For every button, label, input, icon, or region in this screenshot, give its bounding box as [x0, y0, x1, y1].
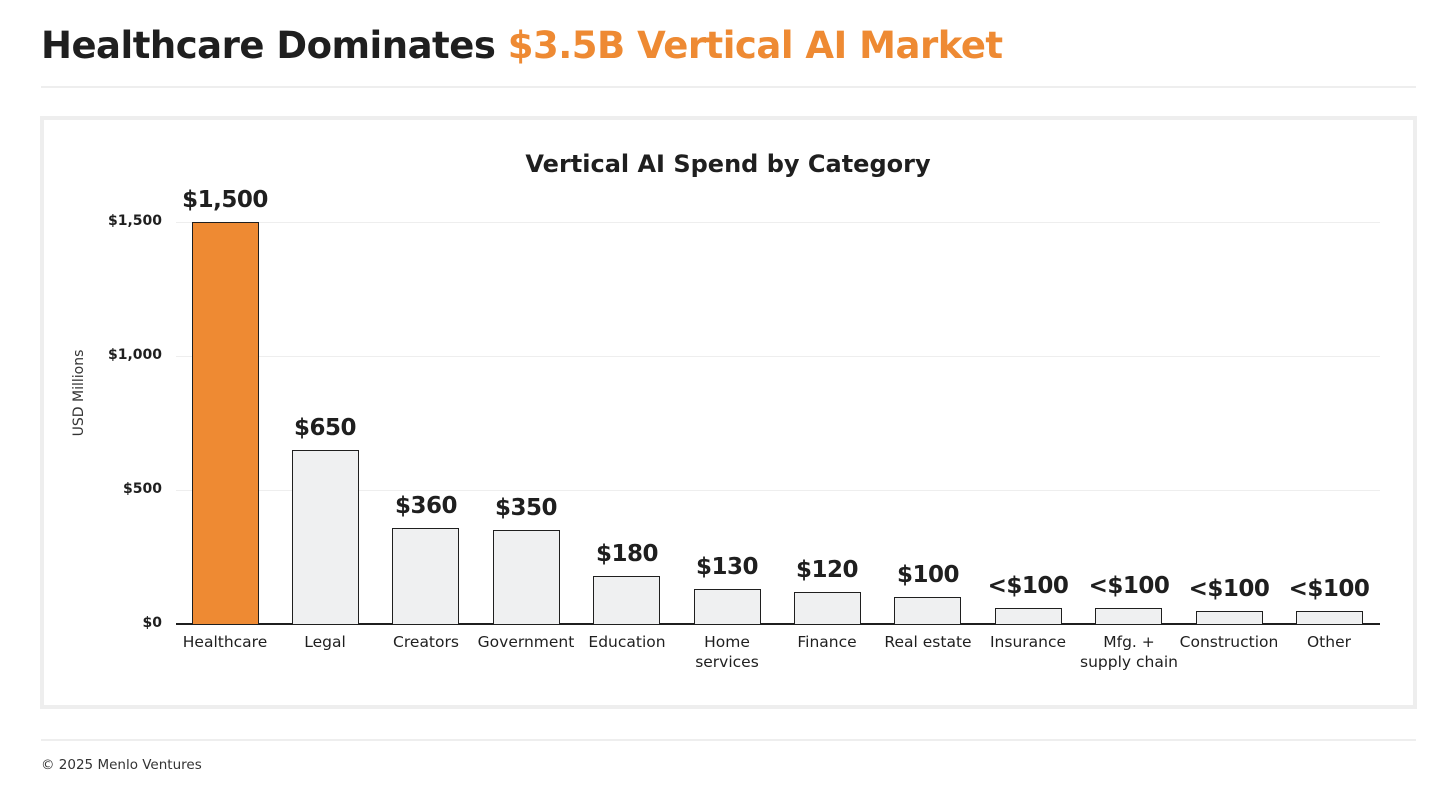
x-tick-label: Finance — [772, 632, 882, 652]
title-main: Healthcare Dominates — [41, 24, 508, 67]
page-title: Healthcare Dominates $3.5B Vertical AI M… — [41, 24, 1003, 67]
x-tick-label: Construction — [1174, 632, 1284, 652]
category-label-line: Insurance — [989, 633, 1067, 651]
bar-insurance — [995, 608, 1062, 624]
data-label: $650 — [293, 415, 357, 441]
bar-home-services — [694, 589, 761, 624]
data-label: $100 — [896, 562, 960, 588]
data-label: $180 — [595, 541, 659, 567]
x-tick-label: Home services — [672, 632, 782, 672]
category-label-line: services — [695, 653, 759, 671]
x-tick-label: Education — [572, 632, 682, 652]
y-tick-label: $500 — [123, 481, 162, 497]
bar-construction — [1196, 611, 1263, 624]
bar-legal — [292, 450, 359, 624]
bar-creators — [392, 528, 459, 624]
data-label: $130 — [695, 554, 759, 580]
x-tick-label: Creators — [371, 632, 481, 652]
y-tick-label: $0 — [142, 615, 162, 631]
data-label: $120 — [795, 557, 859, 583]
x-tick-label: Healthcare — [170, 632, 280, 652]
data-label: $1,500 — [182, 187, 268, 213]
y-tick-label: $1,000 — [107, 347, 162, 363]
footer-divider — [41, 739, 1416, 741]
bar-mfg-supply-chain — [1095, 608, 1162, 624]
gridline — [176, 490, 1380, 491]
gridline — [176, 356, 1380, 357]
x-tick-label: Insurance — [973, 632, 1083, 652]
bar-education — [593, 576, 660, 624]
category-label-line: Finance — [797, 633, 857, 651]
category-label-line: Real estate — [884, 633, 972, 651]
x-tick-label: Other — [1274, 632, 1384, 652]
chart-title: Vertical AI Spend by Category — [525, 150, 931, 178]
x-tick-label: Real estate — [873, 632, 983, 652]
data-label: <$100 — [1288, 576, 1370, 602]
x-tick-label: Legal — [270, 632, 380, 652]
data-label: <$100 — [1088, 573, 1170, 599]
category-label-line: Healthcare — [182, 633, 268, 651]
bar-healthcare — [192, 222, 259, 624]
header-divider — [41, 86, 1416, 88]
bar-other — [1296, 611, 1363, 624]
title-accent: $3.5B Vertical AI Market — [507, 24, 1003, 67]
category-label-line: Creators — [393, 633, 459, 651]
category-label-line: Government — [477, 633, 575, 651]
category-label-line: Home — [704, 633, 750, 651]
bar-real-estate — [894, 597, 961, 624]
bar-finance — [794, 592, 861, 624]
category-label-line: Mfg. + — [1103, 633, 1155, 651]
category-label-line: supply chain — [1080, 653, 1178, 671]
data-label: <$100 — [987, 573, 1069, 599]
data-label: $360 — [394, 493, 458, 519]
data-label: $350 — [494, 495, 558, 521]
category-label-line: Other — [1306, 633, 1351, 651]
y-tick-label: $1,500 — [107, 213, 162, 229]
category-label-line: Education — [588, 633, 666, 651]
copyright: © 2025 Menlo Ventures — [41, 757, 202, 773]
bar-government — [493, 530, 560, 624]
data-label: <$100 — [1188, 576, 1270, 602]
x-tick-label: Government — [471, 632, 581, 652]
category-label-line: Construction — [1179, 633, 1279, 651]
x-axis-line — [176, 623, 1380, 625]
category-label-line: Legal — [304, 633, 346, 651]
x-tick-label: Mfg. + supply chain — [1074, 632, 1184, 672]
gridline — [176, 222, 1380, 223]
